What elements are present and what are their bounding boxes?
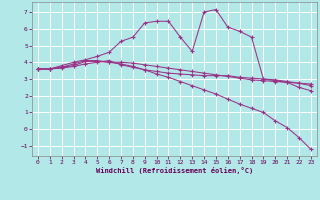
X-axis label: Windchill (Refroidissement éolien,°C): Windchill (Refroidissement éolien,°C)	[96, 167, 253, 174]
